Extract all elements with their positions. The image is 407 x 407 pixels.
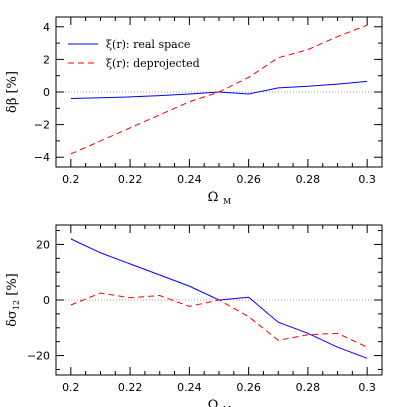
- y-tick-label: 0: [43, 294, 50, 307]
- series-line-deprojected: [70, 292, 368, 348]
- y-axis-label: δβ [%]: [5, 71, 20, 113]
- x-axis-label-subscript: M: [223, 405, 231, 407]
- legend-label: ξ(r): real space: [106, 38, 190, 51]
- y-tick-label: 4: [43, 21, 50, 34]
- y-tick-label: 0: [43, 86, 50, 99]
- x-tick-label: 0.2: [62, 381, 80, 394]
- x-tick-label: 0.22: [118, 381, 143, 394]
- y-tick-label: −20: [27, 350, 50, 363]
- bottom-panel-delta-sigma12: 0.2 0.22 0.24 0.26 0.28 0.3 −20 0 20 Ω Mδσ12 [%]: [5, 224, 383, 407]
- y-tick-label: 20: [36, 238, 50, 251]
- y-tick-label: −4: [34, 151, 50, 164]
- x-tick-label: 0.24: [177, 381, 202, 394]
- x-tick-label: 0.26: [236, 173, 261, 186]
- x-tick-label: 0.22: [118, 173, 143, 186]
- x-tick-label: 0.3: [358, 173, 376, 186]
- legend-label: ξ(r): deprojected: [106, 57, 200, 70]
- series-line-deprojected: [70, 24, 368, 155]
- x-tick-label: 0.28: [296, 381, 321, 394]
- x-tick-label: 0.28: [296, 173, 321, 186]
- y-tick-label: 2: [43, 53, 50, 66]
- y-tick-label: −2: [34, 119, 50, 132]
- x-axis-label-subscript: M: [223, 197, 231, 206]
- x-tick-label: 0.2: [62, 173, 80, 186]
- series-line-real-space: [70, 80, 368, 100]
- top-panel-delta-beta: 0.2 0.22 0.24 0.26 0.28 0.3 −4 −2 0 2 4 Ω Mδβ [%] ξ(r…: [5, 16, 383, 206]
- x-axis-label: Ω: [208, 190, 219, 205]
- x-tick-label: 0.26: [236, 381, 261, 394]
- series-line-real-space: [70, 238, 368, 359]
- y-axis-label: δσ12 [%]: [5, 273, 21, 327]
- x-tick-label: 0.24: [177, 173, 202, 186]
- x-axis-label: Ω: [208, 398, 219, 407]
- x-tick-label: 0.3: [358, 381, 376, 394]
